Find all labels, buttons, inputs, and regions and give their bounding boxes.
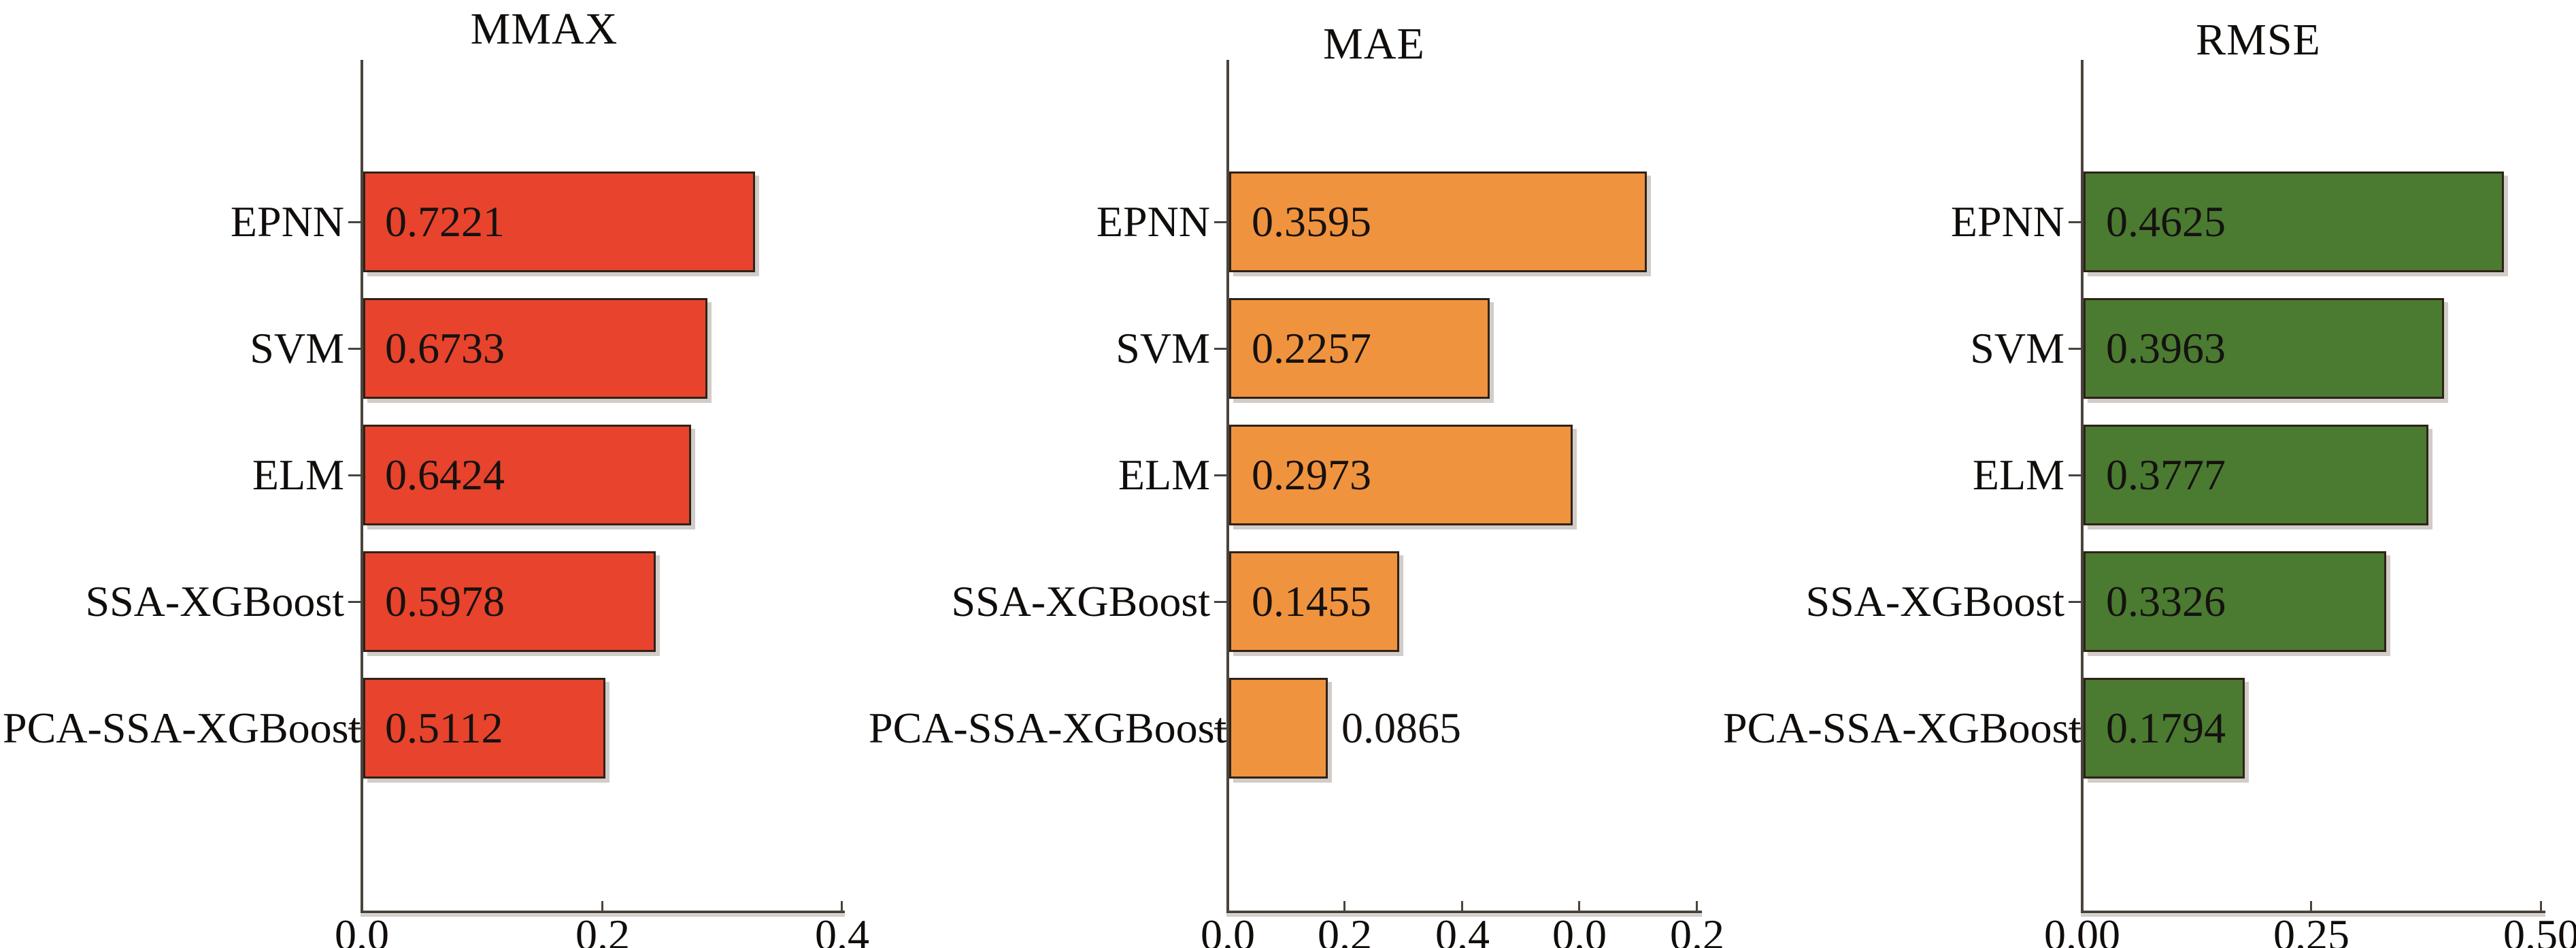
x-tick-label: 0.4 [1435, 911, 1490, 948]
x-tick-label: 0.2 [575, 911, 630, 948]
category-label-pca-ssa-xgboost: PCA-SSA-XGBoost [869, 704, 1227, 752]
value-label: 0.0865 [1341, 704, 1461, 752]
bar-ssa-xgboost [363, 551, 656, 652]
category-label-pca-ssa-xgboost: PCA-SSA-XGBoost [1723, 704, 2081, 752]
value-label: 0.3963 [2106, 324, 2226, 372]
y-axis-line [1226, 60, 1229, 912]
bar-pca-ssa-xgboost [1229, 678, 1328, 779]
y-tick-mark [1214, 601, 1226, 603]
category-label-elm: ELM [1118, 451, 1210, 499]
value-label: 0.5112 [385, 704, 503, 752]
category-label-svm: SVM [1970, 324, 2064, 372]
bar-svm [363, 298, 707, 399]
category-label-svm: SVM [1116, 324, 1210, 372]
y-tick-mark [348, 474, 361, 476]
bar-ssa-xgboost [1229, 551, 1399, 652]
bar-elm [363, 425, 691, 525]
y-axis-line [2081, 60, 2084, 912]
x-tick-mark [1343, 901, 1345, 911]
category-label-svm: SVM [250, 324, 344, 372]
x-tick-mark [2310, 901, 2312, 911]
chart-title-mmax: MMAX [470, 4, 618, 54]
bar-epnn [363, 171, 755, 272]
x-tick-label: 0.2 [1318, 911, 1372, 948]
category-label-pca-ssa-xgboost: PCA-SSA-XGBoost [3, 704, 361, 752]
chart-title-rmse: RMSE [2196, 15, 2321, 65]
bar-epnn [2084, 171, 2504, 272]
x-axis-line [1226, 911, 1702, 913]
value-label: 0.3777 [2106, 451, 2226, 499]
value-label: 0.6424 [385, 451, 505, 499]
y-tick-mark [1214, 728, 1226, 730]
x-tick-mark [841, 901, 843, 911]
x-tick-label: 0.0 [1552, 911, 1607, 948]
x-tick-mark [601, 901, 603, 911]
chart-title-mae: MAE [1323, 19, 1425, 69]
category-label-elm: ELM [252, 451, 344, 499]
x-tick-label: 0.2 [1670, 911, 1724, 948]
x-tick-label: 0.00 [2044, 911, 2120, 948]
x-tick-label: 0.4 [815, 911, 869, 948]
y-tick-mark [2069, 601, 2081, 603]
value-label: 0.1455 [1252, 577, 1371, 625]
category-label-epnn: EPNN [230, 197, 344, 246]
value-label: 0.6733 [385, 324, 505, 372]
category-label-ssa-xgboost: SSA-XGBoost [85, 577, 344, 625]
value-label: 0.2973 [1252, 451, 1371, 499]
x-tick-label: 0.50 [2503, 911, 2576, 948]
category-label-epnn: EPNN [1096, 197, 1210, 246]
y-tick-mark [2069, 728, 2081, 730]
value-label: 0.3326 [2106, 577, 2226, 625]
y-tick-mark [348, 221, 361, 223]
category-label-ssa-xgboost: SSA-XGBoost [1805, 577, 2064, 625]
bar-pca-ssa-xgboost [2084, 678, 2245, 779]
x-axis-line [2081, 911, 2545, 913]
bar-svm [2084, 298, 2444, 399]
bar-ssa-xgboost [2084, 551, 2386, 652]
x-tick-mark [1578, 901, 1580, 911]
bar-epnn [1229, 171, 1647, 272]
x-tick-mark [1461, 901, 1463, 911]
y-tick-mark [1214, 474, 1226, 476]
x-tick-label: 0.25 [2273, 911, 2349, 948]
value-label: 0.7221 [385, 197, 505, 246]
value-label: 0.1794 [2106, 704, 2226, 752]
category-label-ssa-xgboost: SSA-XGBoost [951, 577, 1210, 625]
value-label: 0.5978 [385, 577, 505, 625]
y-tick-mark [2069, 474, 2081, 476]
bar-elm [2084, 425, 2428, 525]
bar-pca-ssa-xgboost [363, 678, 605, 779]
x-axis-line [361, 911, 845, 913]
category-label-elm: ELM [1972, 451, 2064, 499]
category-label-epnn: EPNN [1950, 197, 2064, 246]
x-tick-label: 0.0 [1201, 911, 1255, 948]
y-tick-mark [348, 728, 361, 730]
y-tick-mark [348, 601, 361, 603]
x-tick-mark [1696, 901, 1698, 911]
x-tick-label: 0.0 [335, 911, 389, 948]
y-tick-mark [1214, 348, 1226, 350]
x-tick-mark [2540, 901, 2542, 911]
y-axis-line [361, 60, 363, 912]
y-tick-mark [348, 348, 361, 350]
value-label: 0.3595 [1252, 197, 1371, 246]
value-label: 0.2257 [1252, 324, 1371, 372]
value-label: 0.4625 [2106, 197, 2226, 246]
y-tick-mark [1214, 221, 1226, 223]
bar-svm [1229, 298, 1490, 399]
y-tick-mark [2069, 348, 2081, 350]
bar-elm [1229, 425, 1573, 525]
y-tick-mark [2069, 221, 2081, 223]
